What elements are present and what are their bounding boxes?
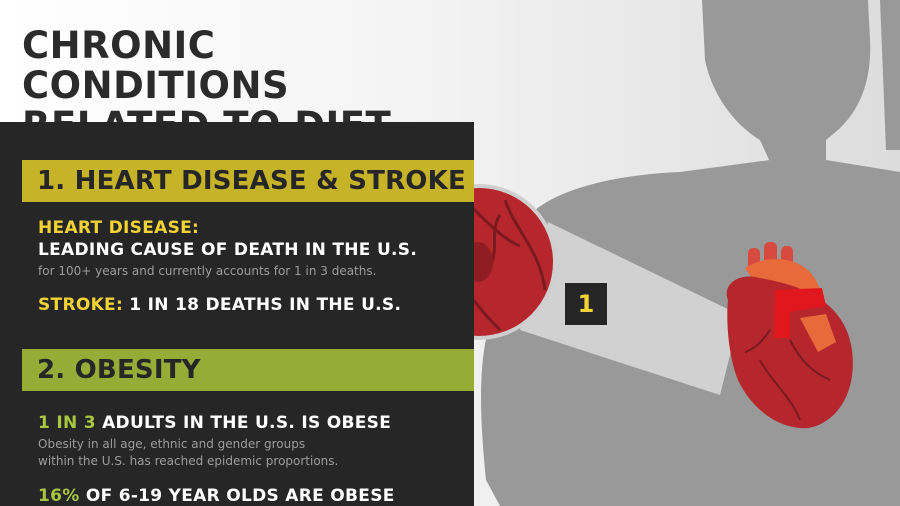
obesity-detail-line2: within the U.S. has reached epidemic pro… xyxy=(38,454,339,468)
section-heading-heart: 1. HEART DISEASE & STROKE xyxy=(22,160,474,202)
adults-obese-line: 1 IN 3 ADULTS IN THE U.S. IS OBESE xyxy=(38,413,391,433)
heart-disease-detail: for 100+ years and currently accounts fo… xyxy=(38,264,377,278)
section-heading-obesity: 2. OBESITY xyxy=(22,349,474,391)
magnifier-beam xyxy=(520,222,740,395)
youth-obese-line: 16% OF 6-19 YEAR OLDS ARE OBESE xyxy=(38,486,395,506)
heart-icon xyxy=(726,242,853,429)
heart-disease-fact: LEADING CAUSE OF DEATH IN THE U.S. xyxy=(38,240,418,260)
adults-obese-highlight: 1 IN 3 xyxy=(38,413,96,433)
youth-obese-highlight: 16% xyxy=(38,486,80,506)
adults-obese-fact: ADULTS IN THE U.S. IS OBESE xyxy=(102,413,392,433)
stroke-line: STROKE: 1 IN 18 DEATHS IN THE U.S. xyxy=(38,295,401,315)
youth-obese-fact: OF 6-19 YEAR OLDS ARE OBESE xyxy=(85,486,395,506)
obesity-detail-line1: Obesity in all age, ethnic and gender gr… xyxy=(38,437,306,451)
silhouette-arm xyxy=(880,0,900,150)
silhouette-head xyxy=(702,0,871,162)
stroke-fact: 1 IN 18 DEATHS IN THE U.S. xyxy=(129,295,402,315)
callout-number-badge: 1 xyxy=(565,283,607,325)
heart-disease-label: HEART DISEASE: xyxy=(38,218,200,238)
stroke-label: STROKE: xyxy=(38,295,124,315)
